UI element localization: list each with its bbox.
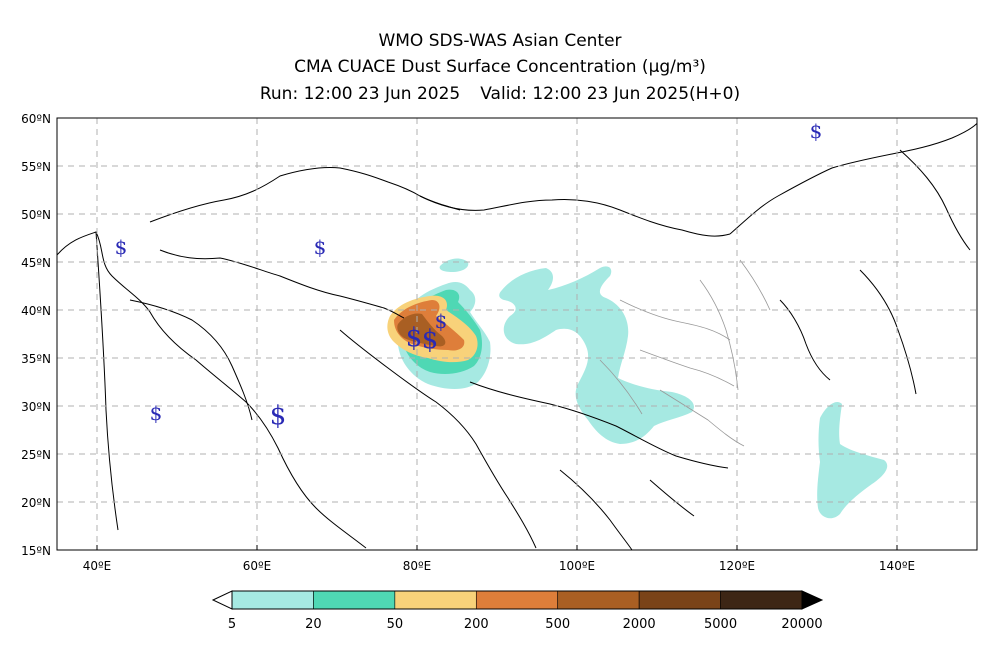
- map-graticule: [57, 118, 977, 550]
- colorbar-box: [638, 590, 721, 610]
- x-tick-label: 100ºE: [559, 559, 595, 573]
- dust-symbol-large: $: [422, 325, 439, 355]
- colorbar-box: [475, 590, 559, 610]
- colorbar-box: [557, 590, 640, 610]
- y-tick-label: 40ºN: [21, 304, 51, 318]
- dust-weather-symbols: $ $ $ $ $ $ $ $: [115, 119, 823, 431]
- y-tick-label: 35ºN: [21, 352, 51, 366]
- colorbar-box: [231, 590, 314, 610]
- y-tick-label: 25ºN: [21, 448, 51, 462]
- dust-symbol: $: [115, 235, 128, 259]
- iran-border: [129, 299, 253, 421]
- dust-symbol: $: [150, 401, 163, 425]
- colorbar-boxes: [231, 590, 803, 610]
- y-tick-label: 30ºN: [21, 400, 51, 414]
- dust-symbol: $: [810, 119, 823, 143]
- mongolia-border: [419, 195, 731, 237]
- colorbar-level-label: 200: [464, 617, 489, 632]
- dust-symbol: $: [435, 309, 448, 333]
- colorbar-box: [394, 590, 477, 610]
- kazakhstan-south-border: [159, 249, 405, 319]
- x-tick-label: 60ºE: [243, 559, 272, 573]
- x-tick-label: 40ºE: [83, 559, 112, 573]
- valid-time: Valid: 12:00 23 Jun 2025(H+0): [480, 84, 741, 104]
- china-south-border: [469, 381, 729, 469]
- dust-concentration-layer: [387, 258, 888, 519]
- russia-kazakhstan-border: [149, 167, 461, 223]
- dust-symbol-large: $: [406, 323, 423, 353]
- y-tick-label: 50ºN: [21, 208, 51, 222]
- x-tick-label: 120ºE: [719, 559, 755, 573]
- arabia-border: [95, 231, 119, 531]
- colorbar-low-arrow: [211, 590, 233, 610]
- southeast-asia-coast: [559, 469, 695, 550]
- y-tick-label: 60ºN: [21, 112, 51, 126]
- colorbar-level-label: 2000: [623, 617, 656, 632]
- map-frame: [56, 117, 978, 551]
- y-tick-label: 15ºN: [21, 544, 51, 558]
- coastline-west: [57, 231, 367, 549]
- x-tick-label: 80ºE: [403, 559, 432, 573]
- dust-level-5-region: [817, 401, 888, 519]
- colorbar-level-label: 20000: [781, 617, 822, 632]
- kamchatka-coast: [899, 149, 971, 251]
- province-borders: [599, 259, 771, 447]
- run-time: Run: 12:00 23 Jun 2025: [259, 84, 461, 104]
- y-tick-labels: 60ºN 55ºN 50ºN 45ºN 40ºN 35ºN 30ºN 25ºN …: [21, 112, 51, 558]
- colorbar: 5 20 50 200 500 2000 5000 20000: [211, 590, 824, 632]
- colorbar-labels: 5 20 50 200 500 2000 5000 20000: [228, 617, 823, 632]
- x-tick-label: 140ºE: [879, 559, 915, 573]
- y-tick-label: 45ºN: [21, 256, 51, 270]
- colorbar-level-label: 50: [387, 617, 404, 632]
- y-tick-label: 55ºN: [21, 160, 51, 174]
- colorbar-level-label: 500: [545, 617, 570, 632]
- y-tick-label: 20ºN: [21, 496, 51, 510]
- colorbar-level-label: 5: [228, 617, 236, 632]
- dust-symbol-large: $: [270, 401, 287, 431]
- colorbar-level-label: 20: [305, 617, 322, 632]
- colorbar-frame: [231, 590, 803, 610]
- title-line-3: Run: 12:00 23 Jun 2025 Valid: 12:00 23 Ju…: [0, 84, 1000, 104]
- country-borders: [57, 122, 977, 550]
- x-tick-labels: 40ºE 60ºE 80ºE 100ºE 120ºE 140ºE: [83, 559, 915, 573]
- dust-level-500-region: [397, 313, 446, 347]
- china-east-border: [729, 122, 977, 235]
- colorbar-box: [313, 590, 396, 610]
- colorbar-box: [720, 590, 803, 610]
- x-ticks: [96, 545, 898, 550]
- title-line-2: CMA CUACE Dust Surface Concentration (μg…: [294, 57, 706, 77]
- title-line-1: WMO SDS-WAS Asian Center: [378, 31, 622, 51]
- colorbar-high-arrow: [801, 590, 824, 610]
- dust-level-5-region: [499, 266, 694, 444]
- colorbar-level-label: 5000: [704, 617, 737, 632]
- dust-symbol: $: [314, 235, 327, 259]
